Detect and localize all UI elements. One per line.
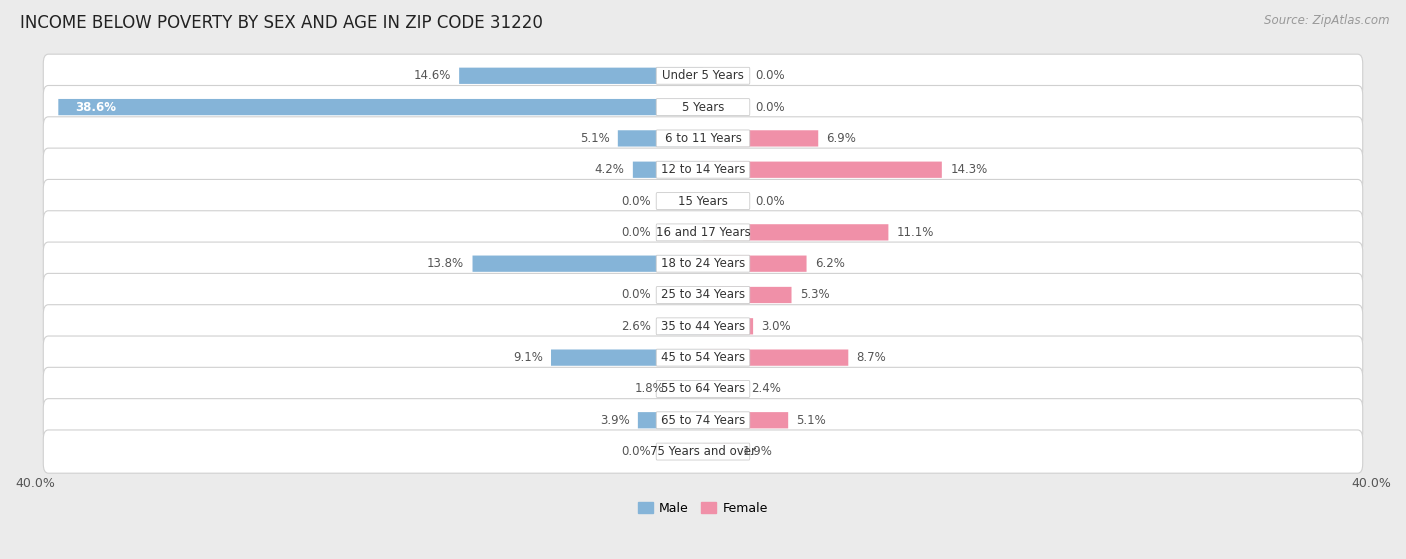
FancyBboxPatch shape <box>657 67 749 84</box>
Text: 15 Years: 15 Years <box>678 195 728 207</box>
FancyBboxPatch shape <box>551 349 703 366</box>
Text: 11.1%: 11.1% <box>897 226 934 239</box>
FancyBboxPatch shape <box>44 148 1362 191</box>
Text: 0.0%: 0.0% <box>755 69 785 82</box>
Text: 38.6%: 38.6% <box>75 101 117 113</box>
FancyBboxPatch shape <box>44 117 1362 160</box>
Text: 14.3%: 14.3% <box>950 163 987 176</box>
Text: 18 to 24 Years: 18 to 24 Years <box>661 257 745 270</box>
FancyBboxPatch shape <box>657 412 749 429</box>
Text: 6 to 11 Years: 6 to 11 Years <box>665 132 741 145</box>
Text: 0.0%: 0.0% <box>755 195 785 207</box>
FancyBboxPatch shape <box>44 242 1362 285</box>
FancyBboxPatch shape <box>657 318 749 335</box>
Text: 0.0%: 0.0% <box>755 101 785 113</box>
Text: 0.0%: 0.0% <box>621 288 651 301</box>
FancyBboxPatch shape <box>659 318 703 334</box>
Text: 1.8%: 1.8% <box>636 382 665 395</box>
Text: 16 and 17 Years: 16 and 17 Years <box>655 226 751 239</box>
Text: 0.0%: 0.0% <box>621 226 651 239</box>
Text: 75 Years and over: 75 Years and over <box>650 445 756 458</box>
Text: 55 to 64 Years: 55 to 64 Years <box>661 382 745 395</box>
FancyBboxPatch shape <box>44 367 1362 410</box>
Text: INCOME BELOW POVERTY BY SEX AND AGE IN ZIP CODE 31220: INCOME BELOW POVERTY BY SEX AND AGE IN Z… <box>20 14 543 32</box>
Text: 14.6%: 14.6% <box>413 69 451 82</box>
FancyBboxPatch shape <box>703 162 942 178</box>
FancyBboxPatch shape <box>44 305 1362 348</box>
FancyBboxPatch shape <box>44 211 1362 254</box>
FancyBboxPatch shape <box>657 130 749 147</box>
FancyBboxPatch shape <box>703 443 735 459</box>
FancyBboxPatch shape <box>44 54 1362 97</box>
FancyBboxPatch shape <box>44 273 1362 316</box>
Text: 12 to 14 Years: 12 to 14 Years <box>661 163 745 176</box>
Text: 8.7%: 8.7% <box>856 351 886 364</box>
FancyBboxPatch shape <box>703 381 744 397</box>
Text: 3.0%: 3.0% <box>762 320 792 333</box>
FancyBboxPatch shape <box>703 412 789 428</box>
FancyBboxPatch shape <box>44 336 1362 379</box>
Text: 0.0%: 0.0% <box>621 445 651 458</box>
FancyBboxPatch shape <box>703 224 889 240</box>
FancyBboxPatch shape <box>657 381 749 397</box>
Legend: Male, Female: Male, Female <box>633 497 773 520</box>
FancyBboxPatch shape <box>673 381 703 397</box>
FancyBboxPatch shape <box>703 130 818 146</box>
Text: 5.1%: 5.1% <box>797 414 827 427</box>
Text: 6.9%: 6.9% <box>827 132 856 145</box>
Text: Source: ZipAtlas.com: Source: ZipAtlas.com <box>1264 14 1389 27</box>
FancyBboxPatch shape <box>472 255 703 272</box>
FancyBboxPatch shape <box>703 287 792 303</box>
Text: 5 Years: 5 Years <box>682 101 724 113</box>
Text: 65 to 74 Years: 65 to 74 Years <box>661 414 745 427</box>
Text: 2.6%: 2.6% <box>621 320 651 333</box>
FancyBboxPatch shape <box>638 412 703 428</box>
Text: 1.9%: 1.9% <box>744 445 773 458</box>
FancyBboxPatch shape <box>44 86 1362 129</box>
FancyBboxPatch shape <box>657 349 749 366</box>
FancyBboxPatch shape <box>460 68 703 84</box>
FancyBboxPatch shape <box>657 287 749 304</box>
Text: Under 5 Years: Under 5 Years <box>662 69 744 82</box>
FancyBboxPatch shape <box>44 179 1362 222</box>
Text: 25 to 34 Years: 25 to 34 Years <box>661 288 745 301</box>
FancyBboxPatch shape <box>657 193 749 210</box>
FancyBboxPatch shape <box>703 255 807 272</box>
FancyBboxPatch shape <box>703 349 848 366</box>
FancyBboxPatch shape <box>44 399 1362 442</box>
FancyBboxPatch shape <box>703 318 754 334</box>
Text: 9.1%: 9.1% <box>513 351 543 364</box>
Text: 3.9%: 3.9% <box>600 414 630 427</box>
FancyBboxPatch shape <box>58 99 703 115</box>
Text: 35 to 44 Years: 35 to 44 Years <box>661 320 745 333</box>
Text: 5.3%: 5.3% <box>800 288 830 301</box>
Text: 2.4%: 2.4% <box>751 382 782 395</box>
FancyBboxPatch shape <box>657 443 749 460</box>
Text: 0.0%: 0.0% <box>621 195 651 207</box>
FancyBboxPatch shape <box>657 255 749 272</box>
Text: 4.2%: 4.2% <box>595 163 624 176</box>
Text: 5.1%: 5.1% <box>579 132 609 145</box>
Text: 45 to 54 Years: 45 to 54 Years <box>661 351 745 364</box>
FancyBboxPatch shape <box>633 162 703 178</box>
FancyBboxPatch shape <box>617 130 703 146</box>
FancyBboxPatch shape <box>657 162 749 178</box>
Text: 13.8%: 13.8% <box>427 257 464 270</box>
FancyBboxPatch shape <box>657 98 749 116</box>
Text: 6.2%: 6.2% <box>815 257 845 270</box>
FancyBboxPatch shape <box>657 224 749 241</box>
FancyBboxPatch shape <box>44 430 1362 473</box>
